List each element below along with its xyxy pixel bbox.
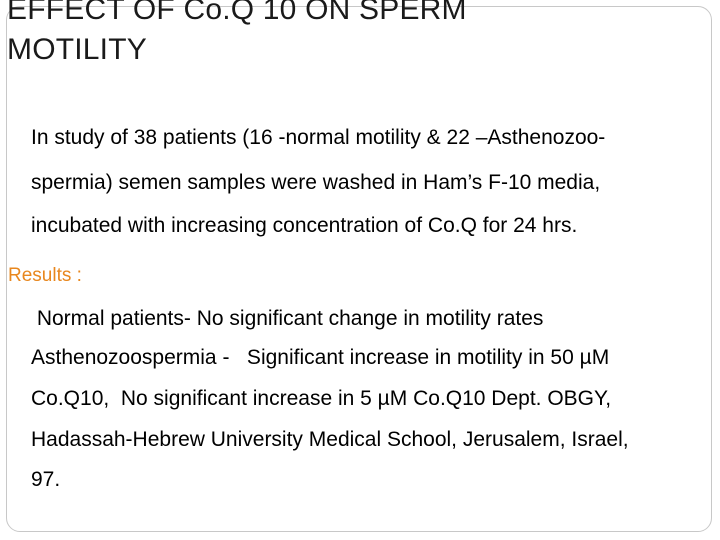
results-line-1: Normal patients- No significant change i… [31,307,544,330]
slide-title: EFFECT OF Co.Q 10 ON SPERM MOTILITY [7,0,707,70]
slide-title-line-2: MOTILITY [7,33,147,66]
results-line-2: Asthenozoospermia - Significant increase… [31,346,610,369]
results-line-5: 97. [31,468,61,491]
slide-frame [6,6,712,532]
results-heading: Results : [8,265,82,286]
slide-title-line-1: EFFECT OF Co.Q 10 ON SPERM [7,0,467,26]
intro-line-1: In study of 38 patients (16 -normal moti… [31,126,606,149]
intro-line-2: spermia) semen samples were washed in Ha… [31,171,601,194]
intro-line-3: incubated with increasing concentration … [31,214,578,237]
results-line-4: Hadassah-Hebrew University Medical Schoo… [31,428,629,451]
results-line-3: Co.Q10, No significant increase in 5 µM … [31,387,612,410]
